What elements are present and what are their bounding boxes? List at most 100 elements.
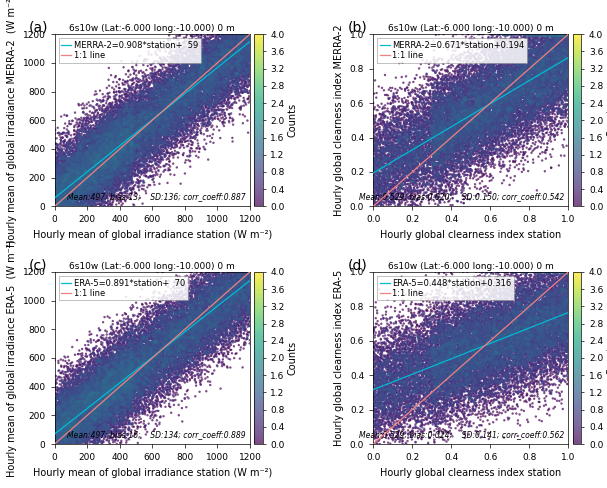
Point (127, 121, 137, 128)
Point (151, 297, 161, 305)
Point (69, 148, 78, 156)
Point (122, 115, 132, 123)
Point (112, 359, 122, 367)
Point (416, 107, 426, 115)
Point (97, 428, 107, 436)
Point (181, 105, 191, 113)
Point (372, 373, 382, 381)
Point (405, 366, 415, 374)
Point (115, 163, 124, 170)
Point (502, 313, 512, 321)
Point (519, 330, 529, 338)
Point (563, 380, 572, 388)
Point (126, 126, 136, 134)
Point (66, 392, 76, 400)
Point (493, 111, 503, 119)
Point (444, 331, 453, 339)
Point (536, 274, 546, 282)
Point (119, 373, 129, 381)
Point (133, 344, 143, 352)
Point (210, 83, 220, 91)
Point (463, 94, 472, 102)
Point (495, 350, 504, 358)
Point (177, 98, 186, 106)
Point (52, 196, 62, 204)
Point (498, 80, 508, 88)
Point (476, 120, 486, 127)
Point (80, 186, 89, 194)
Point (141, 139, 151, 147)
Point (480, 322, 490, 330)
Point (450, 168, 460, 176)
Point (50, 177, 59, 184)
Point (188, 92, 198, 100)
Point (97, 366, 107, 374)
Point (104, 392, 114, 400)
Point (508, 403, 518, 410)
Point (433, 407, 443, 414)
Point (414, 323, 424, 330)
Point (92, 403, 101, 410)
Point (176, 121, 186, 128)
Point (523, 43, 532, 51)
Point (201, 60, 211, 68)
Point (461, 337, 471, 345)
Point (71, 196, 81, 204)
Point (481, 64, 491, 72)
Point (526, 128, 536, 136)
Point (114, 162, 124, 169)
Point (471, 368, 481, 376)
Point (76, 175, 86, 183)
Point (83, 175, 93, 183)
Point (118, 166, 128, 174)
Point (59, 381, 69, 389)
Point (107, 179, 117, 187)
Point (76, 434, 86, 442)
Point (523, 52, 532, 60)
Point (402, 83, 412, 91)
Point (106, 420, 116, 427)
Point (521, 37, 531, 44)
Point (117, 380, 126, 387)
Point (463, 119, 473, 127)
Point (434, 113, 444, 121)
Point (57, 172, 67, 180)
Point (463, 118, 472, 125)
Point (71, 177, 81, 184)
Point (70, 424, 80, 432)
Point (113, 385, 123, 393)
Point (97, 163, 106, 171)
Point (489, 317, 499, 325)
Point (509, 339, 519, 346)
Point (470, 366, 480, 374)
Point (444, 331, 453, 339)
Point (444, 128, 454, 136)
Point (526, 47, 536, 55)
Point (481, 131, 491, 139)
Point (517, 110, 526, 118)
Point (526, 347, 535, 355)
Point (502, 312, 512, 320)
Point (131, 416, 141, 424)
Point (485, 74, 495, 82)
Point (130, 117, 140, 125)
Point (443, 139, 453, 147)
Point (176, 335, 186, 343)
Point (458, 184, 467, 192)
Point (78, 140, 87, 148)
Point (104, 137, 114, 144)
Point (484, 380, 493, 388)
Point (206, 345, 215, 352)
Point (410, 126, 420, 134)
Point (394, 190, 404, 198)
Point (467, 91, 477, 99)
Point (145, 379, 155, 386)
Point (476, 76, 486, 84)
Point (72, 164, 82, 172)
Point (515, 297, 525, 305)
Point (81, 428, 90, 436)
Point (527, 49, 537, 57)
Point (188, 69, 198, 77)
Point (225, 287, 235, 295)
Point (61, 417, 71, 425)
